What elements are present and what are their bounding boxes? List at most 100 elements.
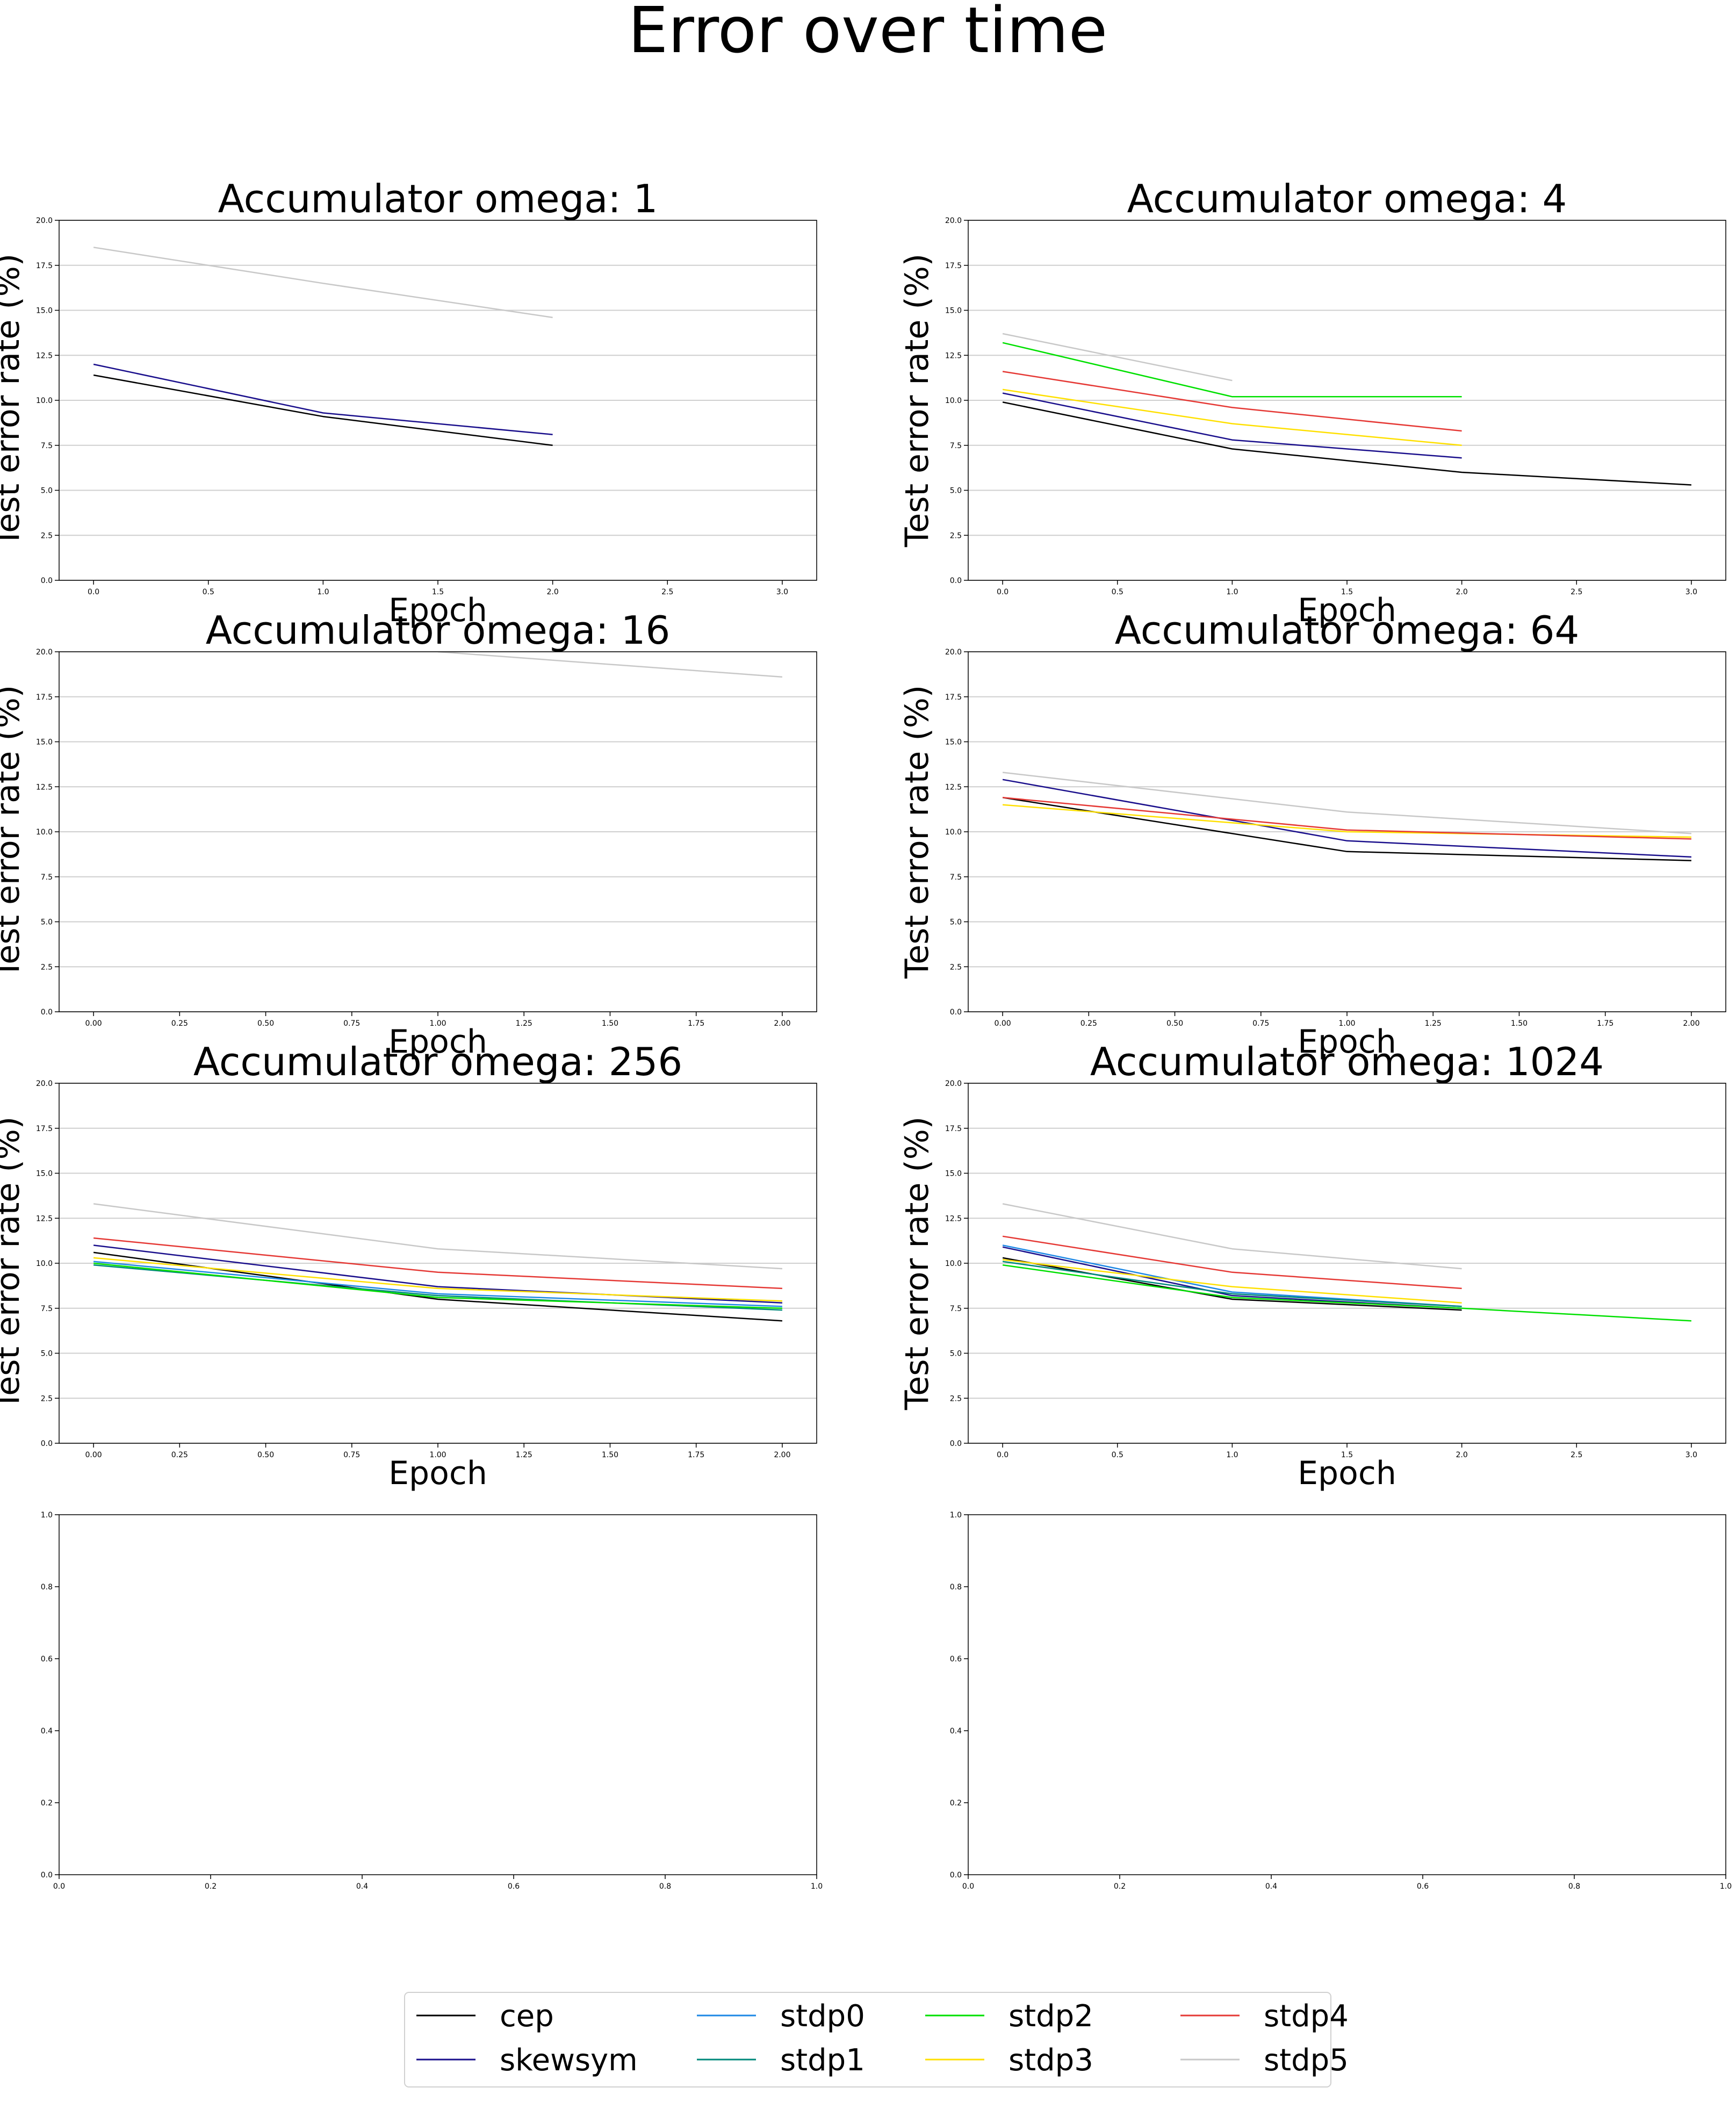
series-line-stdp4 — [93, 1237, 782, 1290]
x-axis-label: Epoch — [1298, 592, 1396, 629]
y-tick-label: 7.5 — [41, 442, 53, 450]
y-tick-label: 5.0 — [950, 918, 962, 927]
series-line-stdp2 — [93, 1262, 782, 1309]
y-tick-label: 0.8 — [950, 1583, 962, 1592]
y-tick-label: 0.0 — [41, 1439, 53, 1448]
y-axis-label: Test error rate (%) — [0, 1117, 27, 1410]
series-line-stdp5 — [1002, 1203, 1462, 1270]
legend-item-stdp2: stdp2 — [925, 1999, 1093, 2034]
series-line-stdp1 — [1002, 1261, 1462, 1307]
subplot-6: 0.0 2.5 5.0 7.5 10.0 12.5 15.0 17.5 20.0 0.0 0.5 1.… — [898, 1039, 1726, 1492]
x-tick-label: 1.25 — [516, 1019, 532, 1028]
x-tick-label: 1.50 — [1511, 1019, 1528, 1028]
y-tick-label: 0.4 — [41, 1727, 53, 1736]
y-tick-label: 5.0 — [41, 918, 53, 927]
y-tick-label: 20.0 — [945, 217, 962, 225]
axes-frame — [968, 651, 1726, 1012]
x-tick-label: 0.6 — [1417, 1882, 1429, 1891]
legend-item-skewsym: skewsym — [416, 2043, 638, 2078]
x-tick-label: 0.5 — [1112, 1451, 1123, 1459]
legend-label-cep: cep — [500, 1999, 554, 2034]
subplot-3: 0.0 2.5 5.0 7.5 10.0 12.5 15.0 17.5 20.0 0.00 0.25… — [0, 608, 817, 1061]
y-tick-label: 2.5 — [950, 963, 962, 971]
x-tick-label: 1.50 — [602, 1451, 618, 1459]
series-line-cep — [1002, 401, 1691, 486]
y-tick-label: 0.4 — [950, 1727, 962, 1736]
series-line-stdp5 — [1002, 772, 1691, 834]
y-tick-label: 10.0 — [36, 828, 53, 837]
axes-frame — [968, 1514, 1726, 1875]
series-line-stdp0 — [93, 1261, 782, 1307]
x-axis-label: Epoch — [388, 1023, 487, 1061]
figure-title: Error over time — [628, 0, 1107, 67]
subplot-title: Accumulator omega: 256 — [193, 1039, 682, 1084]
axes-frame — [59, 1083, 817, 1444]
series-group — [93, 247, 553, 447]
x-tick-label: 0.75 — [343, 1451, 360, 1459]
subplot-1: 0.0 2.5 5.0 7.5 10.0 12.5 15.0 17.5 20.0 0.0 0.5 1.… — [0, 176, 817, 629]
legend-item-stdp0: stdp0 — [697, 1999, 865, 2034]
axes-frame — [59, 651, 817, 1012]
series-line-stdp4 — [1002, 1235, 1462, 1290]
x-tick-label: 3.0 — [1685, 1451, 1697, 1459]
y-tick-label: 12.5 — [36, 351, 53, 360]
x-tick-label: 0.0 — [962, 1882, 974, 1891]
y-tick-label: 0.0 — [41, 1871, 53, 1880]
y-tick-label: 2.5 — [950, 1394, 962, 1403]
axes-frame — [968, 1083, 1726, 1444]
series-line-stdp3 — [1002, 388, 1462, 447]
y-tick-label: 0.8 — [41, 1583, 53, 1592]
x-tick-label: 0.00 — [85, 1451, 102, 1459]
y-tick-label: 0.2 — [950, 1799, 962, 1808]
x-tick-label: 2.5 — [1571, 588, 1582, 596]
x-tick-label: 0.2 — [205, 1882, 217, 1891]
x-tick-label: 1.25 — [1425, 1019, 1442, 1028]
subplot-title: Accumulator omega: 64 — [1115, 608, 1580, 653]
y-tick-label: 7.5 — [41, 873, 53, 882]
y-tick-label: 0.0 — [41, 1008, 53, 1017]
subplot-title: Accumulator omega: 16 — [206, 608, 671, 653]
y-tick-label: 12.5 — [36, 783, 53, 791]
legend-item-stdp3: stdp3 — [925, 2043, 1093, 2078]
x-tick-label: 0.50 — [1166, 1019, 1183, 1028]
y-tick-label: 20.0 — [945, 648, 962, 657]
x-tick-label: 0.75 — [343, 1019, 360, 1028]
legend-label-stdp5: stdp5 — [1264, 2043, 1349, 2078]
y-tick-label: 15.0 — [36, 307, 53, 315]
x-tick-label: 2.0 — [547, 588, 559, 596]
y-tick-label: 12.5 — [36, 1214, 53, 1223]
legend-label-stdp1: stdp1 — [780, 2043, 865, 2078]
y-axis-label: Test error rate (%) — [898, 1117, 936, 1410]
subplot-title: Accumulator omega: 4 — [1127, 176, 1567, 221]
y-tick-label: 5.0 — [41, 1350, 53, 1358]
y-axis-label: Test error rate (%) — [0, 254, 27, 548]
y-tick-label: 0.0 — [950, 1439, 962, 1448]
series-group — [1002, 1203, 1691, 1322]
y-tick-label: 15.0 — [36, 1170, 53, 1178]
y-tick-label: 2.5 — [41, 531, 53, 540]
y-tick-label: 10.0 — [36, 397, 53, 405]
y-tick-label: 5.0 — [950, 1350, 962, 1358]
x-tick-label: 1.25 — [516, 1451, 532, 1459]
y-tick-label: 15.0 — [36, 738, 53, 747]
x-tick-label: 0.6 — [508, 1882, 520, 1891]
y-tick-label: 10.0 — [945, 828, 962, 837]
y-tick-label: 1.0 — [41, 1511, 53, 1520]
subplot-7: 0.0 0.2 0.4 0.6 0.8 1.0 0.0 0.2 0.4 0.6 0.8 1.0 — [41, 1511, 823, 1891]
y-tick-label: 5.0 — [41, 487, 53, 495]
y-tick-label: 0.6 — [950, 1655, 962, 1664]
legend-item-stdp4: stdp4 — [1180, 1999, 1349, 2034]
x-tick-label: 0.50 — [257, 1451, 274, 1459]
series-line-skewsym — [93, 363, 553, 435]
axes-frame — [59, 220, 817, 581]
x-tick-label: 1.0 — [811, 1882, 823, 1891]
y-tick-label: 10.0 — [945, 1259, 962, 1268]
y-axis-label: Test error rate (%) — [898, 254, 936, 548]
x-tick-label: 0.00 — [995, 1019, 1011, 1028]
x-tick-label: 1.5 — [1341, 1451, 1353, 1459]
subplot-title: Accumulator omega: 1 — [218, 176, 658, 221]
x-tick-label: 1.75 — [1597, 1019, 1613, 1028]
x-tick-label: 0.4 — [356, 1882, 368, 1891]
x-tick-label: 0.75 — [1252, 1019, 1269, 1028]
